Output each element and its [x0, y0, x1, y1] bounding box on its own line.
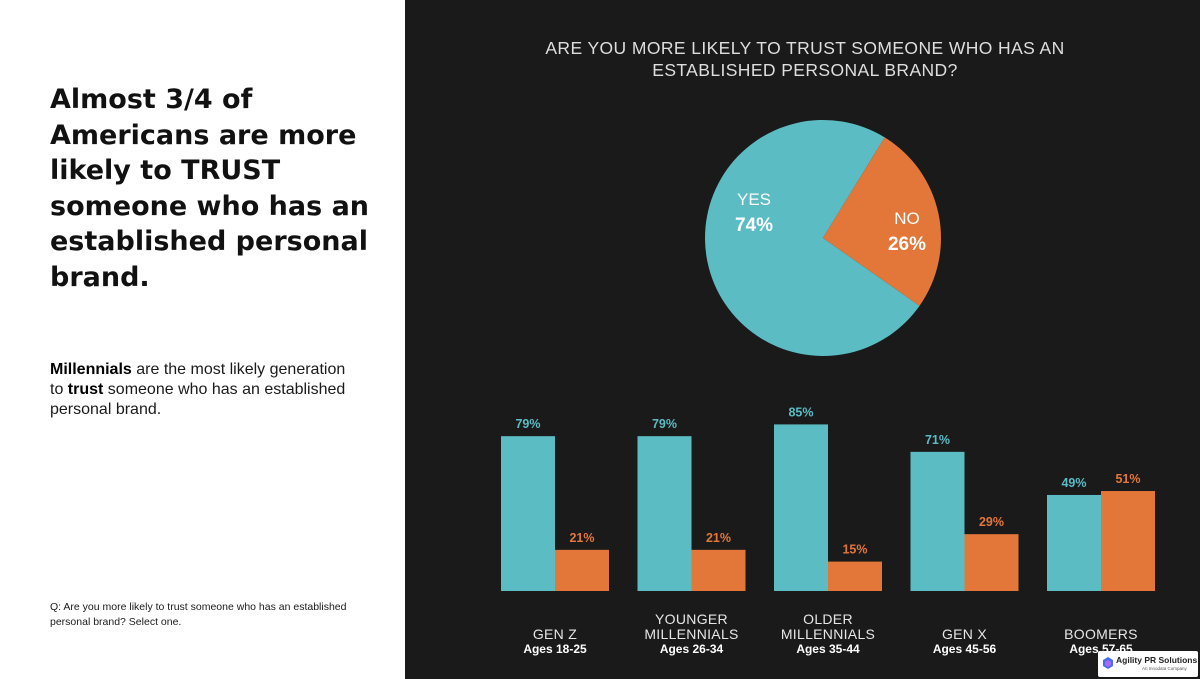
category-label: GEN X Ages 45-56: [890, 627, 1040, 657]
category-label: OLDER MILLENNIALS Ages 35-44: [753, 612, 903, 657]
subtext-part-1: are the most likely generation to: [50, 361, 346, 398]
category-label: GEN Z Ages 18-25: [480, 627, 630, 657]
left-panel: Almost 3/4 of Americans are more likely …: [0, 0, 405, 679]
bar-label-no-2: 15%: [842, 543, 867, 557]
bar-label-no-3: 29%: [979, 515, 1004, 529]
pie-value-yes: 74%: [735, 215, 773, 236]
headline: Almost 3/4 of Americans are more likely …: [50, 84, 370, 293]
bar-label-no-0: 21%: [569, 531, 594, 545]
agility-logo-icon: [1103, 657, 1113, 669]
bar-yes-1: [637, 436, 692, 591]
category-ages: Ages 35-44: [796, 642, 860, 656]
category-name: GEN Z: [532, 626, 578, 642]
agility-logo: Agility PR Solutions An Innodata Company: [1098, 651, 1198, 677]
bar-label-yes-1: 79%: [652, 417, 677, 431]
category-name: BOOMERS: [1064, 626, 1138, 642]
category-name: YOUNGER: [655, 611, 728, 627]
bar-label-yes-0: 79%: [515, 417, 540, 431]
bar-label-no-1: 21%: [706, 531, 731, 545]
bar-yes-3: [910, 451, 965, 591]
bar-label-yes-2: 85%: [788, 405, 813, 419]
bar-label-yes-3: 71%: [925, 433, 950, 447]
subtext-bold-millennials: Millennials: [50, 361, 132, 378]
subtext-bold-trust: trust: [67, 381, 104, 398]
pie-label-yes: YES: [737, 190, 771, 209]
bar-no-4: [1101, 491, 1155, 591]
category-label: YOUNGER MILLENNIALS Ages 26-34: [617, 612, 767, 657]
bar-no-0: [555, 549, 609, 591]
category-name: MILLENNIALS: [644, 626, 739, 642]
bar-label-yes-4: 49%: [1061, 476, 1086, 490]
category-name: OLDER: [803, 611, 853, 627]
logo-subtitle: An Innodata Company: [1142, 666, 1187, 671]
question-note: Q: Are you more likely to trust someone …: [50, 601, 347, 628]
bar-no-3: [964, 534, 1019, 591]
bar-yes-4: [1047, 494, 1101, 591]
category-ages: Ages 18-25: [523, 642, 587, 656]
category-ages: Ages 45-56: [932, 642, 997, 656]
pie-value-no: 26%: [888, 234, 926, 255]
chart-panel: ARE YOU MORE LIKELY TO TRUST SOMEONE WHO…: [405, 0, 1200, 679]
subtext-part-2: someone who has an established personal …: [50, 381, 346, 418]
category-name: MILLENNIALS: [780, 626, 876, 642]
logo-name: Agility PR Solutions: [1116, 655, 1198, 665]
chart-canvas: YES 74% NO 26% 79% 21% 79% 21% 85% 15% 71% 29% 49% 51…: [501, 120, 1155, 591]
pie-chart-title: ARE YOU MORE LIKELY TO TRUST SOMEONE WHO…: [545, 38, 1065, 80]
pie-slice-yes: [705, 120, 920, 356]
pie-slice-no: [823, 137, 941, 306]
bar-yes-0: [501, 436, 555, 591]
category-name: GEN X: [941, 626, 988, 642]
category-ages: Ages 26-34: [659, 642, 724, 656]
bar-no-2: [828, 561, 882, 591]
subtext: Millennials are the most likely generati…: [50, 360, 350, 420]
bar-label-no-4: 51%: [1115, 472, 1140, 486]
pie-label-no: NO: [894, 209, 920, 228]
bar-no-1: [691, 549, 746, 591]
bar-yes-2: [774, 424, 828, 591]
